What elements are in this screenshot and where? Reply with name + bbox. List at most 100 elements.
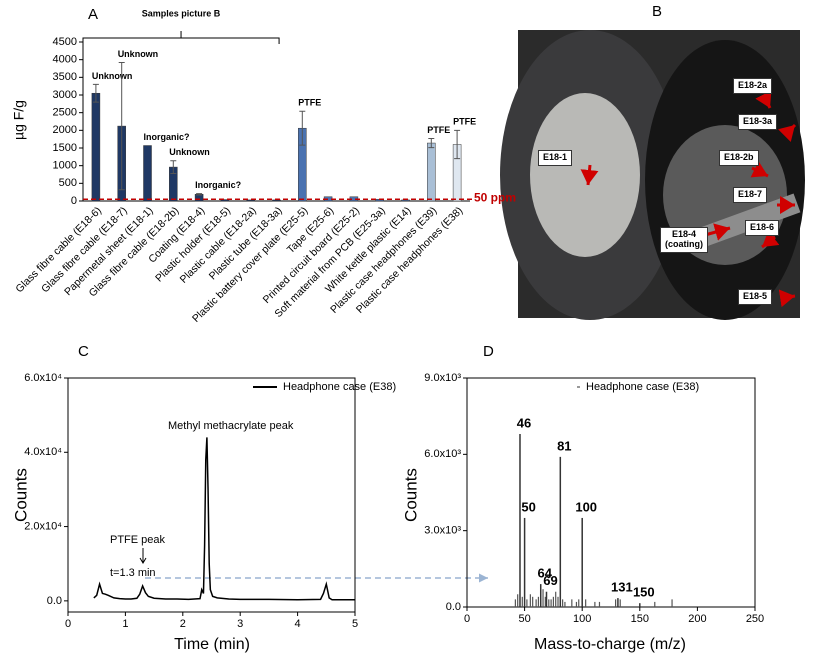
bar-label: Unknown [92, 71, 132, 81]
panel-letter: A [88, 6, 98, 23]
y-tick-label: 500 [59, 177, 77, 189]
y-tick-label: 0.0 [446, 601, 461, 613]
arrow [761, 230, 780, 249]
arrow [580, 164, 599, 186]
bar [401, 199, 410, 202]
annotation: Methyl methacrylate peak [168, 420, 294, 432]
peak-label: 69 [543, 573, 557, 588]
y-axis-label: µg F/g [11, 100, 27, 140]
error-bar [196, 193, 203, 196]
error-bar [92, 83, 99, 103]
error-bar [428, 137, 435, 149]
x-axis-label: Time (min) [174, 636, 250, 653]
plate [530, 93, 640, 257]
y-tick-label: 4000 [53, 54, 77, 66]
y-tick-label: 6.0x10³ [424, 448, 461, 460]
y-tick-label: 4.0x10⁴ [24, 446, 62, 458]
y-tick-label: 6.0x10⁴ [24, 372, 62, 384]
peak-label: 150 [633, 585, 655, 600]
peak-label: 50 [521, 499, 535, 514]
x-tick-label: 3 [237, 618, 243, 630]
peak-label: 100 [575, 499, 597, 514]
y-axis-label: Counts [11, 468, 30, 522]
panel-letter: D [483, 343, 494, 360]
plot-frame [466, 377, 756, 608]
error-bar [299, 110, 306, 146]
bar-label: PTFE [427, 125, 450, 135]
photo-label: E18-2a [733, 78, 773, 94]
photo-label: E18-2b [719, 150, 759, 166]
y-tick-label: 3.0x10³ [424, 525, 461, 537]
bar [220, 199, 230, 202]
peak-label: 64 [537, 566, 552, 581]
legend-label: Headphone case (E38) [586, 381, 699, 393]
annotation: PTFE peak [110, 534, 166, 546]
arrow [755, 90, 772, 109]
photo-label: E18-3a [738, 114, 778, 130]
peak-label: 46 [517, 415, 531, 430]
bar [91, 92, 101, 202]
x-tick-label: 0 [65, 618, 71, 630]
y-tick-label: 9.0x10³ [424, 372, 461, 384]
bar-label: PTFE [453, 117, 476, 127]
y-tick-label: 1500 [53, 142, 77, 154]
bracket [82, 31, 280, 44]
photo-label: E18-6 [745, 220, 780, 236]
x-tick-label: 4 [295, 618, 301, 630]
y-tick-label: 3500 [53, 71, 77, 83]
x-tick-label: 100 [573, 613, 591, 625]
y-tick-label: 1000 [53, 160, 77, 172]
photo-label: E18-7 [733, 187, 768, 203]
bracket-label: Samples picture B [142, 8, 221, 18]
bar-label: Inorganic? [144, 132, 190, 142]
photo-label: E18-1 [538, 150, 573, 166]
x-tick-label: 5 [352, 618, 358, 630]
arrow [778, 123, 797, 142]
y-tick-label: 2.0x10⁴ [24, 520, 62, 532]
photo [500, 30, 805, 320]
annotation: t=1.3 min [110, 567, 156, 579]
arrow [778, 289, 796, 308]
x-tick-label: 50 [518, 613, 530, 625]
bar [143, 145, 152, 202]
x-tick-label: 1 [122, 618, 128, 630]
bar [272, 199, 281, 202]
panel-letter: B [652, 3, 662, 20]
threshold-label: 50 ppm [474, 190, 516, 204]
arrow [750, 161, 769, 178]
bar-label: Unknown [169, 147, 210, 157]
x-tick-label: 150 [631, 613, 649, 625]
plot-frame [67, 377, 356, 613]
photo-label: E18-5 [738, 289, 773, 305]
y-tick-label: 0 [71, 195, 77, 207]
annotation-arrow [139, 548, 147, 564]
bar [246, 199, 255, 202]
peak-label: 81 [557, 438, 571, 453]
y-tick-label: 2500 [53, 107, 77, 119]
legend-label: Headphone case (E38) [283, 381, 396, 393]
y-tick-label: 4500 [53, 36, 77, 48]
bar [427, 142, 436, 202]
y-axis-label: Counts [401, 468, 420, 522]
x-tick-label: 250 [746, 613, 764, 625]
bar-label: Inorganic? [195, 180, 241, 190]
x-axis-label: Mass-to-charge (m/z) [534, 636, 686, 653]
y-tick-label: 2000 [53, 124, 77, 136]
x-tick-label: 0 [464, 613, 470, 625]
x-tick-label: 200 [688, 613, 706, 625]
peak-label: 131 [611, 580, 633, 595]
arrow [704, 223, 731, 241]
bar-label: Unknown [118, 49, 159, 59]
error-bar [454, 129, 461, 160]
photo-label: E18-4 (coating) [660, 227, 708, 253]
y-tick-label: 0.0 [47, 595, 62, 607]
error-bar [118, 61, 125, 191]
error-bar [170, 160, 177, 174]
x-tick-label: 2 [180, 618, 186, 630]
line [93, 437, 355, 601]
panel-letter: C [78, 343, 89, 360]
bar-label: PTFE [298, 98, 321, 108]
y-tick-label: 3000 [53, 89, 77, 101]
